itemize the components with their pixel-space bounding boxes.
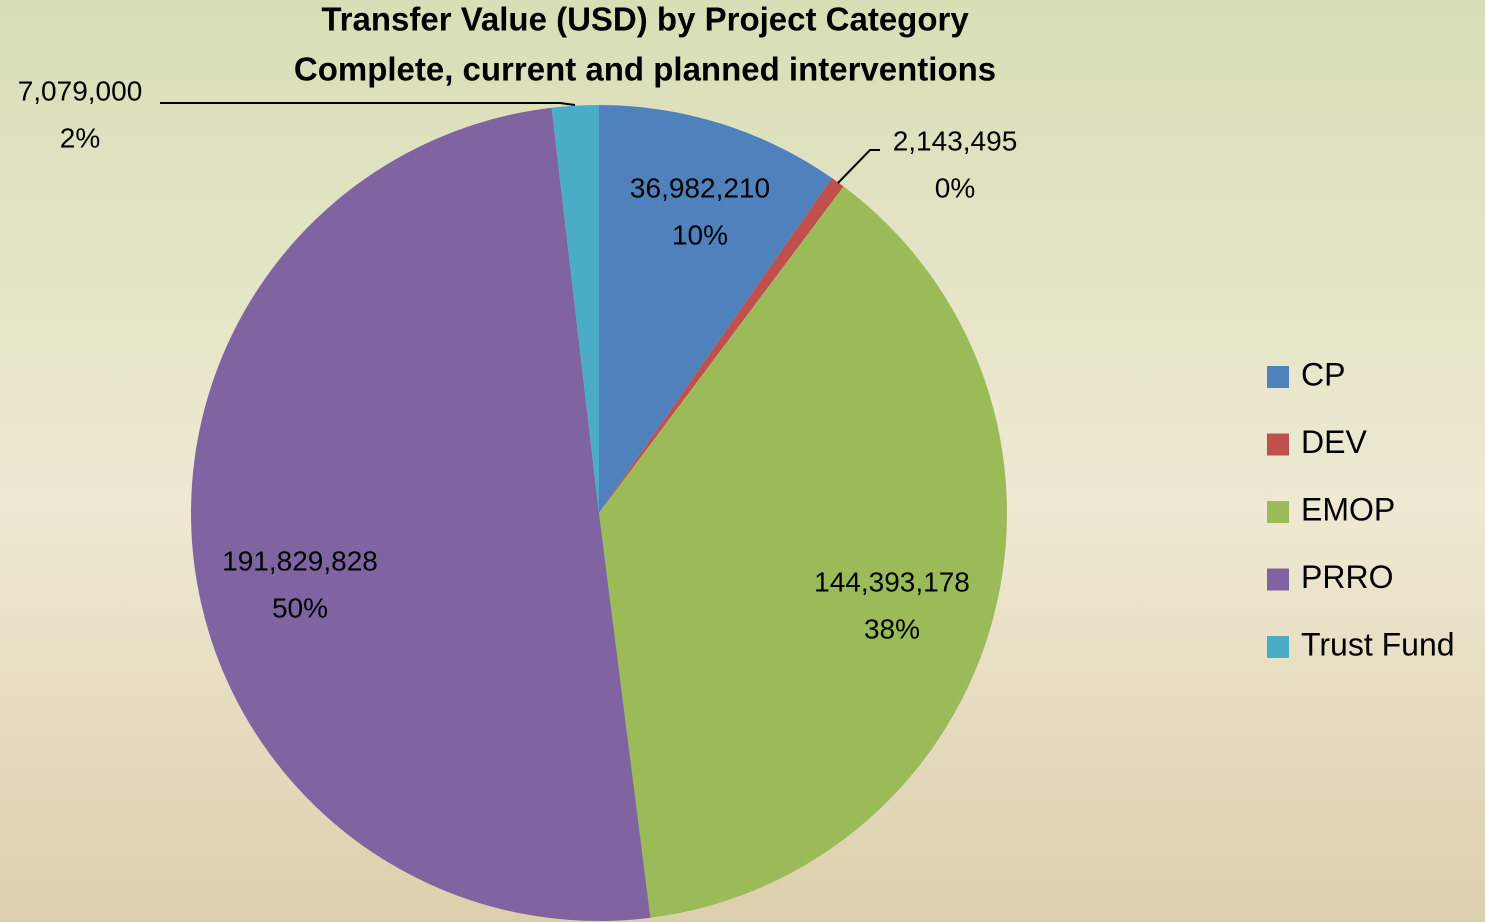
legend-swatch — [1267, 366, 1289, 388]
leader-line — [837, 149, 880, 184]
legend-label: PRRO — [1301, 559, 1393, 595]
leader-line — [160, 102, 576, 106]
data-label: 191,829,828 — [222, 545, 378, 576]
legend-swatch — [1267, 501, 1289, 523]
legend-label: Trust Fund — [1301, 626, 1455, 662]
data-label: 2,143,495 — [893, 125, 1018, 156]
percent-label: 38% — [864, 613, 920, 644]
legend-swatch — [1267, 636, 1289, 658]
pie-slice — [599, 105, 832, 513]
data-label: 7,079,000 — [18, 75, 143, 106]
legend-label: DEV — [1301, 424, 1367, 460]
pie-slice — [599, 186, 1007, 918]
percent-label: 50% — [272, 592, 328, 623]
legend-swatch — [1267, 433, 1289, 456]
percent-label: 10% — [672, 219, 728, 250]
chart-title: Transfer Value (USD) by Project Category — [321, 1, 969, 38]
data-label: 36,982,210 — [630, 172, 770, 203]
legend-swatch — [1267, 568, 1289, 591]
pie-slice — [551, 105, 599, 513]
data-label: 144,393,178 — [814, 566, 970, 597]
legend-label: EMOP — [1301, 491, 1395, 527]
chart-subtitle: Complete, current and planned interventi… — [294, 51, 996, 88]
pie-slice — [599, 178, 844, 513]
percent-label: 0% — [935, 172, 975, 203]
legend-label: CP — [1301, 356, 1345, 392]
percent-label: 2% — [60, 122, 100, 153]
pie-slice — [190, 107, 651, 922]
